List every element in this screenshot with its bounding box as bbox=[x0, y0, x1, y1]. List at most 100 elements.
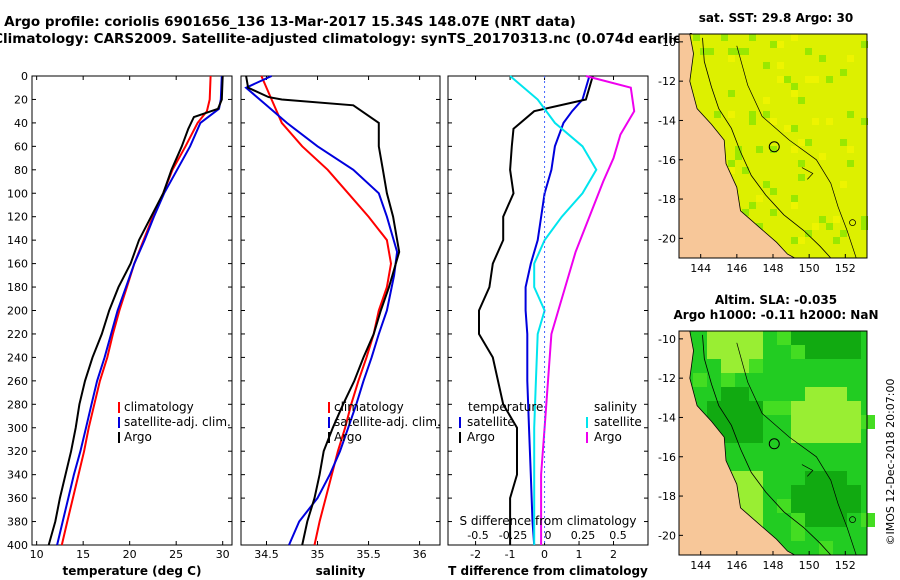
m-sst-cell bbox=[791, 90, 798, 97]
m-sla-cell bbox=[847, 345, 861, 359]
m-sst-xtick-label: 152 bbox=[835, 262, 856, 275]
depth-tick-label: 360 bbox=[7, 492, 28, 505]
m-sla-cell bbox=[805, 345, 819, 359]
m-sla-cell bbox=[819, 415, 833, 429]
m-sst-cell bbox=[721, 34, 728, 41]
m-sst-ytick-label: -14 bbox=[658, 114, 676, 127]
m-sla-cell bbox=[777, 331, 791, 345]
m-sst-cell bbox=[756, 146, 763, 153]
temperature-xtick-label: 30 bbox=[216, 548, 230, 561]
m-sla-cell bbox=[735, 401, 749, 415]
diff-legend-temperature-label: satellite bbox=[467, 415, 515, 429]
difference-profile-panel: -2 -1 0 1 2 T difference from climatology temp… bbox=[447, 75, 649, 578]
m-sla-cell bbox=[791, 401, 805, 415]
m-sst-cell bbox=[805, 230, 812, 237]
m-sst-cell bbox=[728, 160, 735, 167]
m-sst-cell bbox=[791, 146, 798, 153]
salinity-series-argo bbox=[245, 75, 401, 546]
m-sla-cell bbox=[735, 471, 749, 485]
m-sla-argo-position-marker bbox=[768, 438, 780, 450]
sla-map-subtitle: Argo h1000: -0.11 h2000: NaN bbox=[673, 308, 878, 322]
m-sst-cell bbox=[819, 153, 826, 160]
m-sla-cell bbox=[833, 429, 847, 443]
temperature-xtick-label: 15 bbox=[76, 548, 90, 561]
m-sst-cell bbox=[707, 48, 714, 55]
m-sla-cell bbox=[735, 387, 749, 401]
diff-legend-salinity-label: satellite bbox=[594, 415, 642, 429]
m-sla-cell bbox=[721, 387, 735, 401]
depth-tick-label: 100 bbox=[7, 187, 28, 200]
m-sla-ytick-label: -20 bbox=[658, 529, 676, 542]
m-sst-cell bbox=[812, 223, 819, 230]
difference-series-temperature-argo bbox=[478, 75, 594, 545]
salinity-legend-label: climatology bbox=[334, 400, 404, 414]
m-sla-cell bbox=[735, 331, 749, 345]
m-sst-cell bbox=[798, 97, 805, 104]
m-sst-reef bbox=[849, 219, 856, 226]
m-sla-cell bbox=[721, 415, 735, 429]
m-sst-cell bbox=[749, 118, 756, 125]
m-sla-ytick-label: -14 bbox=[658, 411, 676, 424]
m-sst-cell bbox=[791, 125, 798, 132]
temperature-legend-label: Argo bbox=[124, 430, 152, 444]
m-sla-cell bbox=[777, 499, 791, 513]
m-sla-cell bbox=[791, 527, 805, 541]
m-sla-cell bbox=[805, 387, 819, 401]
m-sst-cell bbox=[728, 167, 735, 174]
m-sla-cell bbox=[791, 415, 805, 429]
m-sst-cell bbox=[770, 188, 777, 195]
m-sla-reef bbox=[801, 464, 814, 477]
salinity-xlabel: salinity bbox=[316, 564, 366, 578]
m-sst-cell bbox=[756, 195, 763, 202]
m-sla-cell bbox=[819, 345, 833, 359]
m-sst-cell bbox=[791, 34, 798, 41]
m-sst-cell bbox=[770, 146, 777, 153]
m-sla-cell bbox=[735, 359, 749, 373]
m-sla-cell bbox=[721, 373, 735, 387]
diff-legend-temperature-title: temperature bbox=[468, 400, 543, 414]
depth-tick-label: 220 bbox=[7, 328, 28, 341]
diff-secondary-xlabel: S difference from climatology bbox=[460, 514, 637, 528]
figure-title-line2: Climatology: CARS2009. Satellite-adjuste… bbox=[0, 31, 695, 47]
diff-secondary-xtick-label: -0.25 bbox=[499, 529, 527, 542]
m-sla-cell bbox=[749, 499, 763, 513]
m-sst-cell bbox=[777, 76, 784, 83]
m-sla-cell bbox=[847, 331, 861, 345]
m-sst-cell bbox=[812, 118, 819, 125]
temperature-profile-panel: 0 20 40 60 80 100 120 140 160 180 200 220 240 260 280 3… bbox=[7, 70, 233, 578]
m-sla-ytick-label: -12 bbox=[658, 372, 676, 385]
m-sst-cell bbox=[735, 146, 742, 153]
m-sst-cell bbox=[791, 195, 798, 202]
m-sst-cell bbox=[784, 76, 791, 83]
m-sst-cell bbox=[742, 48, 749, 55]
depth-tick-label: 160 bbox=[7, 258, 28, 271]
m-sla-land bbox=[678, 330, 795, 556]
m-sst-cell bbox=[840, 181, 847, 188]
m-sst-ytick-label: -12 bbox=[658, 75, 676, 88]
m-sla-contour bbox=[702, 334, 832, 556]
m-sst-cell bbox=[728, 55, 735, 62]
m-sst-xtick-label: 150 bbox=[799, 262, 820, 275]
depth-tick-label: 120 bbox=[7, 211, 28, 224]
m-sla-cell bbox=[833, 331, 847, 345]
m-sst-cell bbox=[847, 160, 854, 167]
m-sst-cell bbox=[742, 167, 749, 174]
m-sst-cell bbox=[826, 223, 833, 230]
m-sst-cell bbox=[770, 209, 777, 216]
m-sla-cell bbox=[833, 401, 847, 415]
m-sst-cell bbox=[833, 237, 840, 244]
depth-tick-label: 180 bbox=[7, 281, 28, 294]
m-sla-cell bbox=[833, 387, 847, 401]
m-sla-cell bbox=[721, 345, 735, 359]
depth-tick-label: 20 bbox=[14, 93, 28, 106]
m-sla-cell bbox=[721, 331, 735, 345]
difference-xtick-label: -2 bbox=[470, 548, 481, 561]
m-sla-xtick-label: 150 bbox=[799, 559, 820, 572]
difference-xtick-label: 1 bbox=[576, 548, 583, 561]
depth-tick-label: 260 bbox=[7, 375, 28, 388]
m-sla-cell bbox=[777, 401, 791, 415]
diff-legend-temperature-label: Argo bbox=[467, 430, 495, 444]
m-sst-cell bbox=[749, 111, 756, 118]
m-sla-xtick-label: 146 bbox=[726, 559, 747, 572]
